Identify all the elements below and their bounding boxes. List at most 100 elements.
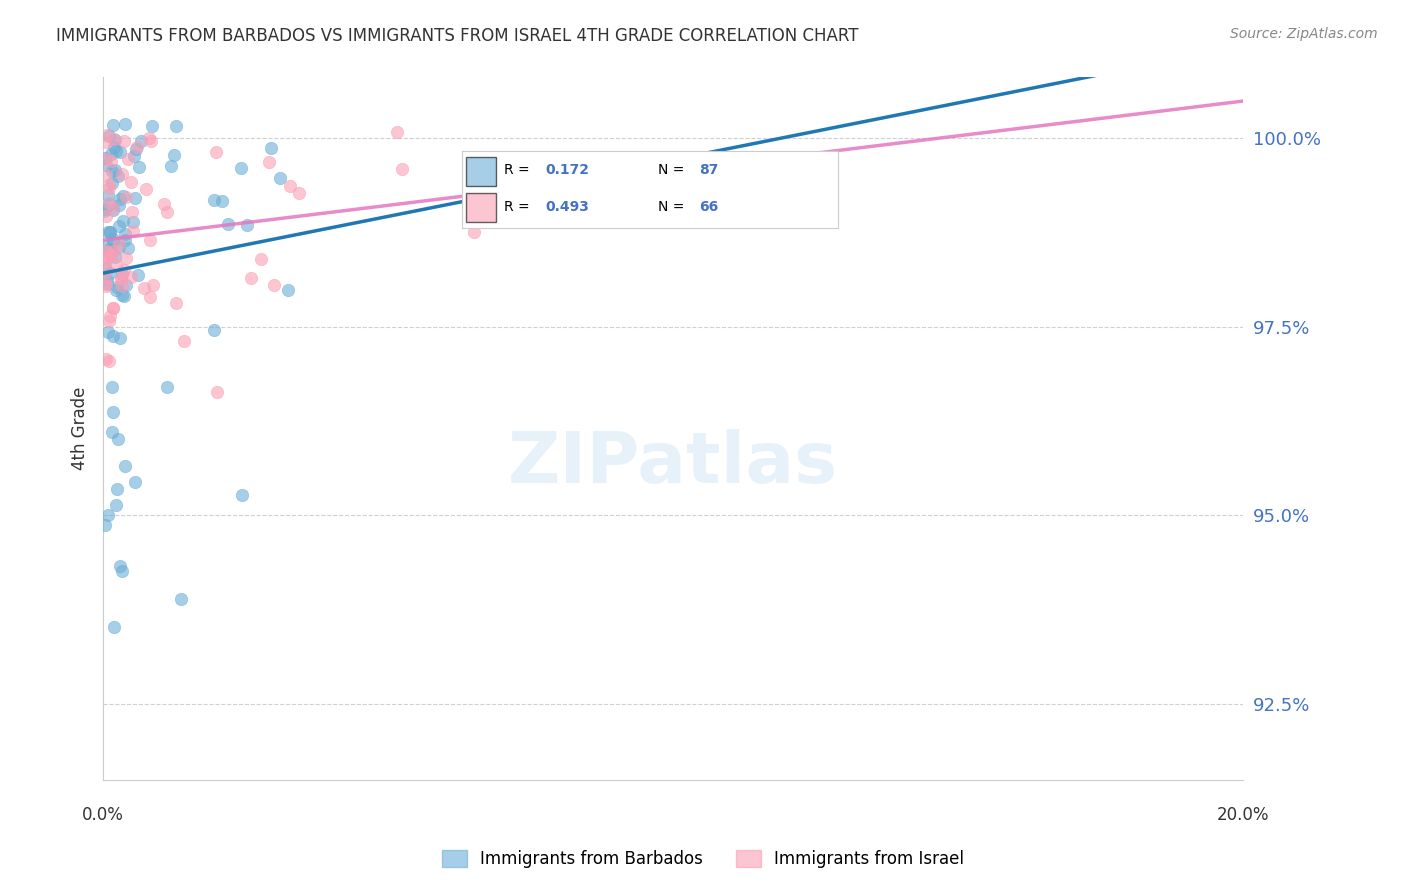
Point xyxy=(111,189,134,203)
Point xyxy=(97,181,120,195)
Point xyxy=(173,334,195,348)
Point xyxy=(98,314,121,328)
Legend: Immigrants from Barbados, Immigrants from Israel: Immigrants from Barbados, Immigrants fro… xyxy=(434,843,972,875)
Point xyxy=(101,118,124,132)
Point xyxy=(98,195,121,210)
Point xyxy=(205,145,228,159)
Point xyxy=(277,283,299,297)
Point xyxy=(108,145,131,159)
Point xyxy=(97,326,120,340)
Point xyxy=(105,280,128,294)
Point xyxy=(111,288,134,302)
Point xyxy=(103,132,125,146)
Point xyxy=(111,214,134,228)
Point xyxy=(107,169,129,183)
Text: Source: ZipAtlas.com: Source: ZipAtlas.com xyxy=(1230,27,1378,41)
Point xyxy=(103,301,125,316)
Point xyxy=(128,161,150,175)
Point xyxy=(101,202,124,217)
Point xyxy=(236,218,259,232)
Point xyxy=(111,267,134,281)
Point xyxy=(257,154,280,169)
Point xyxy=(94,252,117,266)
Point xyxy=(121,224,143,238)
Point xyxy=(111,167,134,181)
Point xyxy=(100,248,122,262)
Point xyxy=(278,179,301,194)
Point xyxy=(231,161,253,175)
Point xyxy=(97,242,120,256)
Point xyxy=(110,558,132,573)
Point xyxy=(114,227,136,242)
Point xyxy=(105,144,128,158)
Point xyxy=(104,133,127,147)
Point xyxy=(96,245,118,260)
Point xyxy=(114,117,136,131)
Point xyxy=(124,142,146,156)
Point xyxy=(115,277,138,292)
Point xyxy=(101,301,124,315)
Text: ZIPatlas: ZIPatlas xyxy=(508,429,838,498)
Point xyxy=(96,277,118,291)
Point xyxy=(156,204,179,219)
Point xyxy=(104,162,127,177)
Point xyxy=(100,380,122,394)
Point xyxy=(131,134,153,148)
Text: 0.0%: 0.0% xyxy=(82,806,124,824)
Point xyxy=(108,236,131,251)
Point xyxy=(101,176,124,190)
Point xyxy=(112,263,135,277)
Point xyxy=(100,248,122,262)
Point xyxy=(94,169,117,183)
Point xyxy=(110,272,132,286)
Point xyxy=(135,181,157,195)
Point xyxy=(117,153,139,167)
Point xyxy=(100,146,122,161)
Point xyxy=(211,194,233,209)
Point xyxy=(98,226,121,240)
Point xyxy=(101,329,124,343)
Point xyxy=(97,178,120,193)
Point xyxy=(163,148,186,162)
Point xyxy=(94,251,117,265)
Point xyxy=(98,244,121,258)
Point xyxy=(101,425,124,439)
Point xyxy=(108,239,131,253)
Point xyxy=(202,323,225,337)
Point xyxy=(112,135,135,149)
Point xyxy=(141,119,163,133)
Point xyxy=(391,162,413,177)
Point xyxy=(263,277,285,292)
Point xyxy=(100,154,122,169)
Point xyxy=(463,225,485,239)
Point xyxy=(115,190,138,204)
Point xyxy=(96,273,118,287)
Point xyxy=(269,170,291,185)
Point xyxy=(132,280,155,294)
Point xyxy=(205,384,228,399)
Point xyxy=(94,351,117,366)
Point xyxy=(165,119,187,133)
Point xyxy=(104,283,127,297)
Point xyxy=(115,251,138,265)
Point xyxy=(127,268,149,282)
Point xyxy=(101,164,124,178)
Point xyxy=(98,197,121,211)
Point xyxy=(122,215,145,229)
Point xyxy=(260,141,283,155)
Point xyxy=(108,331,131,345)
Point xyxy=(98,309,121,323)
Point xyxy=(112,289,135,303)
Point xyxy=(170,592,193,607)
Point xyxy=(122,149,145,163)
Point xyxy=(139,234,162,248)
Point xyxy=(98,266,121,280)
Point xyxy=(108,219,131,234)
Point xyxy=(94,202,117,217)
Point xyxy=(105,482,128,496)
Point xyxy=(165,295,187,310)
Point xyxy=(101,235,124,249)
Point xyxy=(94,135,117,149)
Point xyxy=(139,134,162,148)
Point xyxy=(108,197,131,211)
